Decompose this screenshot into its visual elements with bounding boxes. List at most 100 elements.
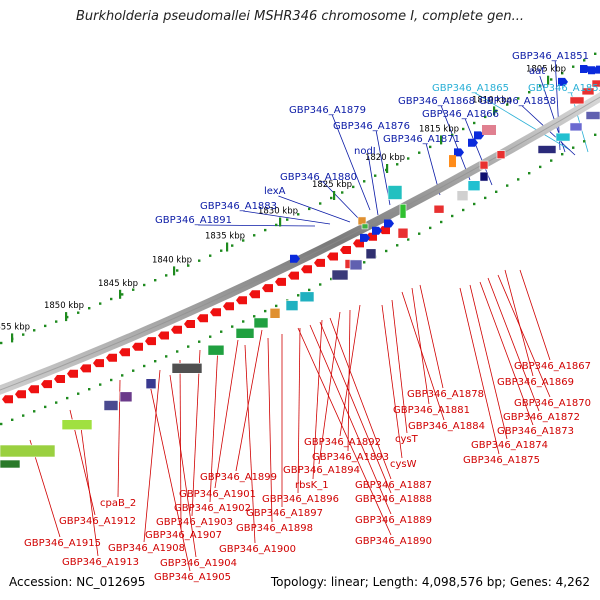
reverse-gene-label[interactable]: GBP346_A1888: [355, 494, 432, 505]
gene-block[interactable]: [61, 419, 93, 431]
gene-block[interactable]: [285, 300, 299, 311]
gene-block[interactable]: [555, 132, 571, 142]
forward-gene-arrow[interactable]: [580, 65, 590, 73]
forward-gene-arrow[interactable]: [558, 77, 568, 86]
reverse-gene-label[interactable]: GBP346_A1873: [497, 426, 574, 437]
reverse-gene-arrow[interactable]: [301, 265, 312, 274]
gene-block[interactable]: [482, 125, 496, 135]
reverse-gene-label[interactable]: GBP346_A1894: [283, 465, 360, 476]
gene-features[interactable]: [0, 65, 600, 469]
gene-block[interactable]: [269, 307, 281, 319]
gene-block[interactable]: [479, 171, 489, 182]
gene-block[interactable]: [397, 227, 409, 239]
reverse-gene-label[interactable]: GBP346_A1912: [59, 516, 136, 527]
reverse-gene-arrow[interactable]: [288, 271, 299, 280]
reverse-gene-label[interactable]: cpaB_2: [100, 498, 136, 509]
reverse-gene-label[interactable]: GBP346_A1881: [393, 405, 470, 416]
reverse-gene-label[interactable]: GBP346_A1896: [262, 494, 339, 505]
reverse-gene-arrow[interactable]: [314, 258, 325, 267]
reverse-gene-label[interactable]: GBP346_A1899: [200, 472, 277, 483]
forward-gene-arrow[interactable]: [454, 148, 464, 157]
gene-block[interactable]: [299, 291, 315, 303]
reverse-gene-arrow[interactable]: [197, 314, 208, 323]
forward-gene-label[interactable]: GBP346_A1891: [155, 215, 232, 226]
forward-gene-arrow[interactable]: [290, 254, 300, 263]
reverse-gene-label[interactable]: GBP346_A1875: [463, 455, 540, 466]
reverse-gene-label[interactable]: GBP346_A1892: [304, 437, 381, 448]
reverse-gene-arrow[interactable]: [236, 296, 247, 305]
reverse-gene-arrow[interactable]: [158, 331, 169, 340]
forward-gene-label[interactable]: GBP346_A1876: [333, 121, 410, 132]
forward-gene-label[interactable]: GBP346_A1865: [432, 83, 509, 94]
gene-block[interactable]: [361, 223, 369, 230]
reverse-gene-label[interactable]: GBP346_A1889: [355, 515, 432, 526]
gene-block[interactable]: [537, 145, 557, 154]
reverse-gene-arrow[interactable]: [340, 246, 351, 254]
forward-gene-label[interactable]: GBP346_A1880: [280, 172, 357, 183]
gene-block[interactable]: [449, 155, 456, 168]
reverse-gene-arrow[interactable]: [67, 369, 78, 378]
reverse-gene-label[interactable]: GBP346_A1913: [62, 557, 139, 568]
reverse-gene-label[interactable]: GBP346_A1893: [312, 452, 389, 463]
reverse-gene-arrow[interactable]: [210, 308, 221, 317]
gene-block[interactable]: [569, 96, 585, 105]
gene-block[interactable]: [253, 317, 269, 329]
gene-block[interactable]: [569, 122, 583, 132]
gene-block[interactable]: [467, 180, 481, 191]
forward-gene-arrow[interactable]: [360, 233, 370, 242]
gene-block[interactable]: [496, 150, 506, 159]
forward-gene-label[interactable]: GBP346_A1871: [383, 134, 460, 145]
reverse-gene-label[interactable]: GBP346_A1887: [355, 480, 432, 491]
gene-block[interactable]: [387, 185, 403, 200]
gene-block[interactable]: [479, 160, 489, 170]
reverse-gene-arrow[interactable]: [41, 380, 52, 389]
forward-gene-label[interactable]: GBP346_A1858: [479, 96, 556, 107]
reverse-gene-label[interactable]: GBP346_A1903: [156, 517, 233, 528]
reverse-gene-label[interactable]: GBP346_A1872: [503, 412, 580, 423]
reverse-gene-label[interactable]: GBP346_A1905: [154, 572, 231, 583]
reverse-gene-arrow[interactable]: [171, 325, 182, 334]
gene-block[interactable]: [591, 79, 600, 88]
reverse-gene-label[interactable]: GBP346_A1900: [219, 544, 296, 555]
forward-gene-arrow[interactable]: [372, 226, 382, 235]
forward-gene-label[interactable]: nodI: [354, 146, 376, 157]
forward-gene-label[interactable]: GBP346_A1868: [398, 96, 475, 107]
gene-block[interactable]: [171, 362, 203, 374]
gene-block[interactable]: [103, 400, 119, 411]
gene-block[interactable]: [456, 190, 469, 201]
forward-gene-label[interactable]: GBP346_A1851: [512, 51, 589, 62]
gene-block[interactable]: [145, 378, 157, 390]
reverse-gene-arrow[interactable]: [275, 277, 286, 286]
reverse-gene-arrow[interactable]: [327, 252, 338, 261]
reverse-gene-label[interactable]: GBP346_A1915: [24, 538, 101, 549]
reverse-gene-arrow[interactable]: [54, 375, 65, 383]
forward-gene-label[interactable]: aat: [529, 66, 545, 77]
reverse-gene-label[interactable]: GBP346_A1901: [179, 489, 256, 500]
reverse-gene-label[interactable]: GBP346_A1898: [236, 523, 313, 534]
reverse-gene-arrow[interactable]: [145, 337, 156, 346]
reverse-gene-arrow[interactable]: [249, 290, 260, 299]
reverse-gene-label[interactable]: GBP346_A1890: [355, 536, 432, 547]
gene-block[interactable]: [235, 327, 255, 339]
forward-gene-label[interactable]: GBP346_A1852: [528, 83, 600, 94]
forward-gene-label[interactable]: GBP346_A1866: [422, 109, 499, 120]
reverse-gene-arrow[interactable]: [80, 364, 91, 373]
reverse-gene-label[interactable]: GBP346_A1878: [407, 389, 484, 400]
reverse-gene-label[interactable]: GBP346_A1908: [108, 543, 185, 554]
forward-gene-arrow[interactable]: [596, 65, 600, 74]
reverse-gene-label[interactable]: GBP346_A1867: [514, 361, 591, 372]
reverse-gene-arrow[interactable]: [184, 320, 195, 328]
reverse-gene-arrow[interactable]: [15, 390, 26, 399]
forward-gene-arrow[interactable]: [474, 131, 484, 140]
reverse-gene-label[interactable]: GBP346_A1897: [246, 508, 323, 519]
forward-gene-arrow[interactable]: [588, 66, 598, 75]
gene-block[interactable]: [365, 248, 377, 260]
reverse-gene-arrow[interactable]: [132, 342, 143, 351]
reverse-gene-label[interactable]: GBP346_A1902: [174, 503, 251, 514]
reverse-gene-label[interactable]: GBP346_A1869: [497, 377, 574, 388]
reverse-gene-label[interactable]: GBP346_A1874: [471, 440, 548, 451]
gene-block[interactable]: [0, 459, 21, 469]
forward-gene-label[interactable]: GBP346_A1879: [289, 105, 366, 116]
reverse-gene-label[interactable]: GBP346_A1904: [160, 558, 237, 569]
